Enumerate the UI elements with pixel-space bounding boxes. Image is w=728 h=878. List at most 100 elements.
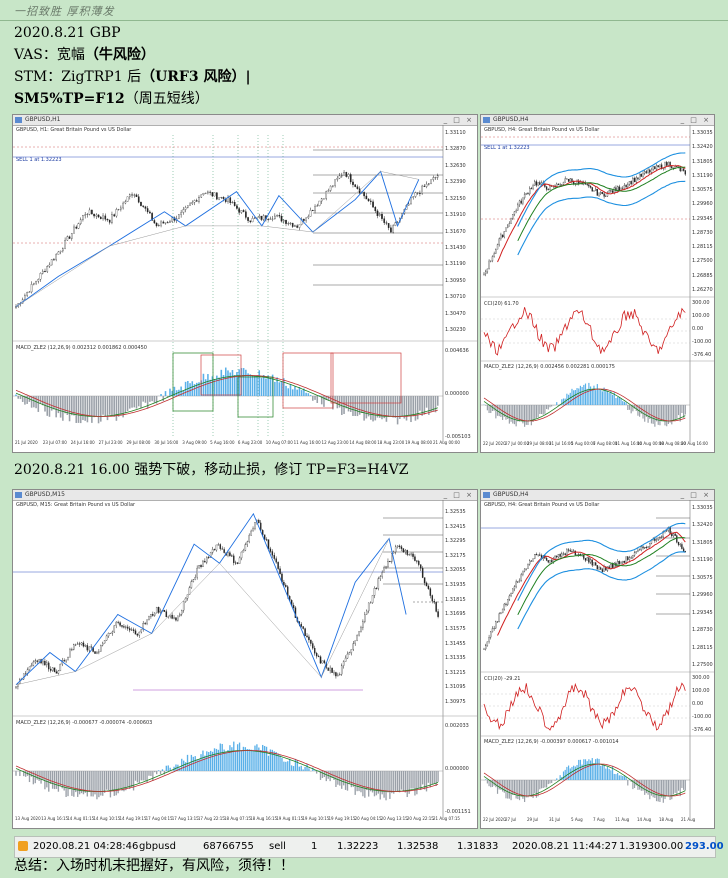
macd-histogram-bar <box>431 771 433 785</box>
candle <box>275 558 277 563</box>
h4-bottom-window-titlebar[interactable]: GBPUSD,H4 _ □ × <box>481 490 714 501</box>
candle <box>245 211 247 218</box>
candle <box>278 215 281 217</box>
macd-histogram-bar <box>279 755 281 771</box>
h4-chart-window-top[interactable]: GBPUSD,H4 _ □ × GBPUSD, H4: Great Britain… <box>480 114 715 453</box>
window-controls[interactable]: _ □ × <box>680 116 711 124</box>
macd-histogram-bar <box>600 765 602 780</box>
candle <box>637 177 639 180</box>
macd-histogram-bar <box>62 396 64 421</box>
m15-chart-window[interactable]: GBPUSD,M15 _ □ × GBPUSD, M15: Great Brita… <box>12 489 478 829</box>
trade-ticket: 68766755 <box>203 841 254 852</box>
candle <box>381 572 383 577</box>
h4-top-window-titlebar[interactable]: GBPUSD,H4 _ □ × <box>481 115 714 126</box>
macd-histogram-bar <box>412 771 414 789</box>
window-controls[interactable]: _ □ × <box>443 491 474 499</box>
macd-histogram-bar <box>82 771 85 795</box>
candle <box>407 203 410 206</box>
macd-histogram-bar <box>566 393 568 405</box>
trade-close-price: 1.31930 <box>619 841 661 852</box>
macd-histogram-bar <box>186 754 189 771</box>
macd-histogram-bar <box>584 759 587 780</box>
macd-histogram-bar <box>591 758 593 780</box>
macd-histogram-bar <box>613 392 615 405</box>
macd-histogram-bar <box>307 393 310 396</box>
m15-window-titlebar[interactable]: GBPUSD,M15 _ □ × <box>13 490 477 501</box>
candle <box>637 550 639 552</box>
macd-histogram-bar <box>131 396 133 408</box>
candle <box>236 562 239 564</box>
macd-histogram-bar <box>208 752 210 771</box>
macd-histogram-bar <box>532 780 534 799</box>
h4-bottom-chart-canvas[interactable] <box>481 490 714 828</box>
candle <box>321 660 324 664</box>
candle <box>682 548 685 552</box>
macd-histogram-bar <box>498 780 500 790</box>
trade-profit: 293.00 <box>685 841 724 852</box>
candle <box>67 657 69 661</box>
macd-histogram-bar <box>486 780 488 784</box>
candle <box>425 183 428 187</box>
candle <box>633 552 636 556</box>
candle <box>369 602 372 604</box>
macd-histogram-bar <box>108 396 111 415</box>
macd-histogram-bar <box>149 396 151 402</box>
h4-chart-window-bottom[interactable]: GBPUSD,H4 _ □ × GBPUSD, H4: Great Britain… <box>480 489 715 829</box>
candle <box>24 295 26 300</box>
macd-histogram-bar <box>649 405 651 419</box>
macd-histogram-bar <box>617 397 619 405</box>
macd-histogram-bar <box>630 780 632 782</box>
macd-histogram-bar <box>102 771 104 796</box>
macd-histogram-bar <box>423 396 426 415</box>
macd-histogram-bar <box>600 389 602 405</box>
candle <box>375 588 378 589</box>
date-symbol-line: 2020.8.21 GBP <box>14 25 121 41</box>
macd-histogram-bar <box>296 759 299 771</box>
candle <box>131 194 133 196</box>
macd-histogram-bar <box>140 396 142 409</box>
macd-histogram-bar <box>267 375 269 396</box>
macd-histogram-bar <box>285 385 287 396</box>
m15-chart-canvas[interactable] <box>13 490 477 828</box>
candle <box>618 561 620 564</box>
candle <box>488 637 490 642</box>
candle <box>490 631 492 638</box>
macd-histogram-bar <box>671 780 673 800</box>
candle <box>584 558 587 561</box>
window-controls[interactable]: _ □ × <box>680 491 711 499</box>
candle <box>566 178 568 180</box>
h1-chart-window[interactable]: GBPUSD,H1 _ □ × GBPUSD, H1: Great Britain… <box>12 114 478 453</box>
candle <box>576 180 578 184</box>
h1-window-titlebar[interactable]: GBPUSD,H1 _ □ × <box>13 115 477 126</box>
macd-histogram-bar <box>298 766 300 771</box>
macd-histogram-bar <box>622 401 624 405</box>
trend-line <box>15 538 390 686</box>
moving-average-line <box>497 531 686 636</box>
candle <box>650 169 653 173</box>
candle <box>495 249 497 254</box>
candle <box>370 200 372 202</box>
macd-histogram-bar <box>336 396 339 409</box>
time-axis-label: 14 Aug 10:15 <box>93 816 121 821</box>
h4-top-cci-label: CCI(20) 61.70 <box>484 301 519 307</box>
trade-history-row[interactable]: 2020.08.21 04:28:46 gbpusd 68766755 sell… <box>14 836 724 858</box>
macd-histogram-bar <box>490 405 492 414</box>
macd-histogram-bar <box>363 396 365 421</box>
macd-histogram-bar <box>412 396 415 417</box>
macd-histogram-bar <box>215 748 218 771</box>
axis-label: 1.32055 <box>445 567 466 574</box>
time-axis-label: 29 Jul 08:00 <box>527 441 551 446</box>
macd-histogram-bar <box>630 405 632 414</box>
candle <box>600 567 602 570</box>
macd-histogram-bar <box>562 398 565 405</box>
candle <box>48 264 51 267</box>
time-axis-label: 31 Jul 16:00 <box>549 441 573 446</box>
time-axis-label: 20 Aug 22:15 <box>406 816 434 821</box>
macd-histogram-bar <box>383 396 385 419</box>
h1-chart-canvas[interactable] <box>13 115 477 452</box>
window-controls[interactable]: _ □ × <box>443 116 474 124</box>
candle <box>105 635 108 641</box>
h4-top-chart-canvas[interactable] <box>481 115 714 452</box>
macd-histogram-bar <box>69 771 71 790</box>
candle <box>573 550 575 552</box>
